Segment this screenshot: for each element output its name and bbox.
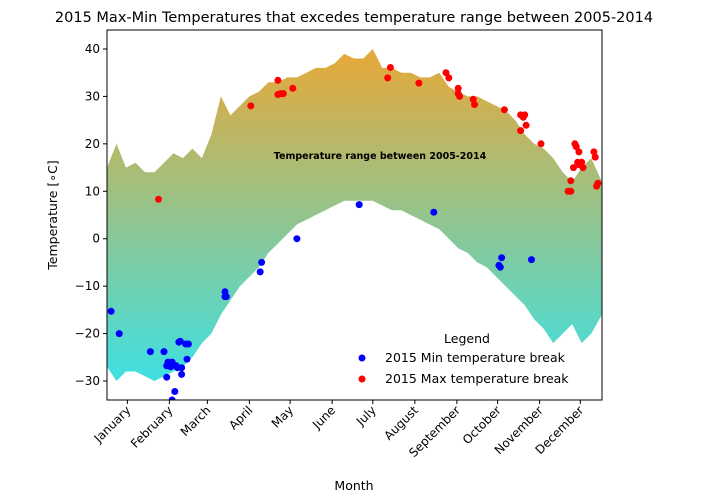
max-break-point [579, 164, 587, 172]
min-break-point [355, 201, 363, 209]
x-tick-label: July [353, 403, 379, 429]
y-axis-label: Temperature [∘C] [45, 160, 60, 270]
range-annotation: Temperature range between 2005-2014 [274, 151, 487, 162]
max-break-point [384, 74, 392, 82]
min-break-point [160, 348, 168, 356]
y-tick-label: 10 [85, 184, 100, 198]
plot-frame [106, 29, 603, 401]
min-break-point [222, 293, 230, 301]
max-break-point [454, 84, 462, 92]
min-break-point [163, 373, 171, 381]
min-break-point [171, 388, 179, 395]
x-tick-label: August [381, 403, 421, 443]
y-tick-label: −20 [75, 327, 100, 341]
y-tick-label: −10 [75, 279, 100, 293]
chart-title: 2015 Max-Min Temperatures that excedes t… [55, 10, 653, 26]
min-break-point [184, 340, 192, 348]
max-break-point [567, 187, 575, 195]
max-break-point [572, 143, 580, 151]
legend-max-marker [358, 375, 366, 383]
x-tick-label: February [128, 403, 176, 451]
max-break-point [517, 127, 525, 135]
x-axis-label: Month [334, 478, 373, 493]
max-break-point [442, 69, 450, 77]
max-break-point [575, 148, 583, 156]
min-break-point [107, 307, 115, 315]
max-break-point [591, 153, 599, 161]
max-break-point [537, 140, 545, 148]
max-break-point [567, 177, 575, 185]
min-break-point [528, 256, 535, 264]
legend: Legend 2015 Min temperature break 2015 M… [358, 331, 569, 386]
min-break-point [430, 208, 438, 216]
min-break-point [496, 263, 504, 271]
max-break-point [456, 92, 464, 100]
x-tick-label: May [269, 403, 296, 430]
x-tick-label: October [460, 403, 504, 447]
min-break-point [146, 348, 154, 356]
max-break-point [289, 84, 297, 92]
x-tick-label: June [309, 403, 338, 432]
max-break-point [570, 164, 577, 172]
max-break-point [500, 106, 508, 114]
legend-title: Legend [444, 331, 490, 346]
min-break-point [178, 370, 186, 378]
legend-max-label: 2015 Max temperature break [385, 371, 569, 386]
legend-min-marker [358, 354, 366, 362]
min-break-point [178, 364, 186, 372]
min-break-point [258, 258, 266, 266]
min-break-point [256, 268, 264, 276]
y-tick-label: 30 [85, 89, 100, 103]
max-break-point [279, 90, 287, 98]
max-break-point [445, 74, 453, 82]
max-break-point [155, 195, 162, 203]
max-break-point [578, 158, 586, 166]
temperature-range-band [107, 49, 602, 381]
max-break-point [522, 121, 530, 129]
min-break-point [183, 355, 191, 363]
y-tick-label: 40 [85, 42, 100, 56]
y-tick-label: −30 [75, 374, 100, 388]
max-break-point [521, 111, 529, 119]
x-tick-label: March [178, 403, 214, 439]
max-break-point [594, 179, 602, 187]
legend-min-label: 2015 Min temperature break [385, 350, 566, 365]
x-tick-label: April [226, 403, 255, 432]
max-break-point [386, 64, 394, 71]
max-break-point [471, 101, 478, 108]
max-break-point [247, 102, 255, 110]
max-break-point [274, 76, 282, 84]
min-break-point [293, 235, 301, 243]
y-tick-label: 0 [92, 232, 100, 246]
max-break-point [415, 79, 423, 87]
x-tick-label: January [91, 403, 134, 446]
min-break-point [498, 254, 506, 262]
min-break-point [115, 330, 123, 338]
min-break-point [176, 337, 184, 345]
y-tick-label: 20 [85, 137, 100, 151]
min-break-point [168, 396, 176, 400]
